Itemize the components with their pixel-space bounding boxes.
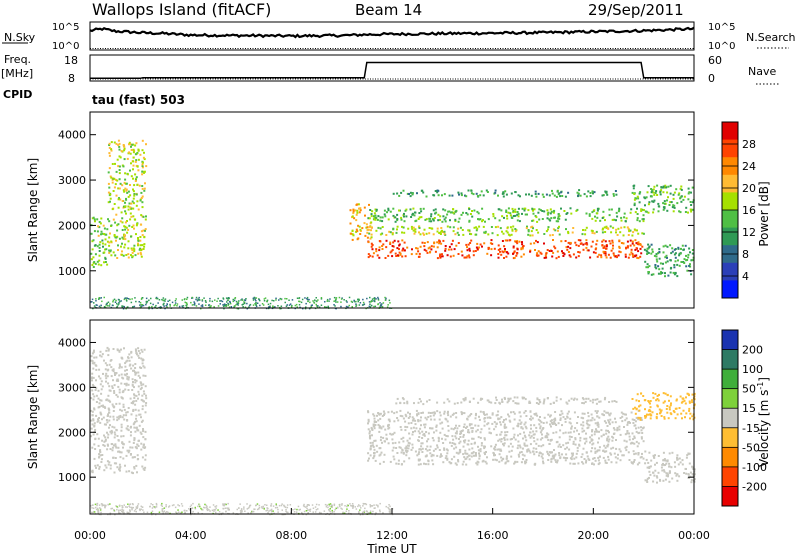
- noise-panel: N.Sky 10^5 10^0 10^5 10^0 N.Search: [2, 21, 796, 52]
- colorbar-segment: [722, 466, 738, 487]
- colorbar-tick-label: 50: [742, 383, 756, 396]
- cpid-text: tau (fast) 503: [92, 93, 185, 107]
- date-title: 29/Sep/2011: [588, 1, 684, 19]
- colorbar-segment: [722, 262, 738, 281]
- station-title: Wallops Island (fitACF): [92, 0, 271, 19]
- y-tick-label: 2000: [58, 426, 86, 439]
- colorbar-tick-label: 20: [742, 182, 756, 195]
- nave-tick-top: 60: [708, 54, 722, 67]
- velocity-colorbar-label: Velocity [m s-1]: [756, 377, 771, 467]
- colorbar-tick-label: 12: [742, 226, 756, 239]
- colorbar-tick-label: 100: [742, 363, 763, 376]
- colorbar-segment: [722, 427, 738, 448]
- colorbar-segment: [722, 139, 738, 158]
- y-tick-label: 1000: [58, 471, 86, 484]
- velocity-y-label: Slant Range [km]: [26, 365, 40, 469]
- y-tick-label: 2000: [58, 219, 86, 232]
- colorbar-segment: [722, 369, 738, 390]
- y-tick-label: 4000: [58, 129, 86, 142]
- colorbar-segment: [722, 486, 738, 507]
- colorbar-segment: [722, 280, 738, 299]
- velocity-colorbar: 200 100 50 15 -15 -50 -100 -200 Velocity [m s-1…: [721, 329, 771, 507]
- freq-tick-bottom: 8: [68, 72, 75, 85]
- colorbar-segment: [722, 408, 738, 429]
- velocity-scatter: [90, 346, 696, 516]
- colorbar-tick-label: 8: [742, 248, 749, 261]
- freq-unit-label: [MHz]: [1, 67, 33, 80]
- svg-text:Velocity [m s-1]: Velocity [m s-1]: [756, 377, 771, 467]
- freq-label: Freq.: [4, 53, 31, 66]
- noise-left-tick-bottom: 10^0: [52, 41, 79, 52]
- y-tick-label: 3000: [58, 381, 86, 394]
- colorbar-tick-label: -15: [742, 422, 760, 435]
- noise-right-tick-bottom: 10^0: [708, 41, 735, 52]
- x-tick-label: 00:00: [74, 529, 106, 542]
- power-scatter: [90, 139, 695, 310]
- power-y-axis: 1000 2000 3000 4000: [58, 129, 694, 278]
- time-x-axis: 00:00 04:00 08:00 12:00 16:00 20:00 00:00: [74, 508, 710, 542]
- noise-right-label: N.Search: [746, 31, 796, 44]
- x-tick-label: 00:00: [678, 529, 710, 542]
- time-x-label: Time UT: [366, 542, 417, 554]
- colorbar-tick-label: 16: [742, 204, 756, 217]
- colorbar-tick-label: 24: [742, 160, 756, 173]
- frequency-panel: Freq. [MHz] CPID 18 8 60 0 Nave: [1, 53, 780, 101]
- colorbar-tick-label: -200: [742, 480, 767, 493]
- freq-tick-top: 18: [64, 54, 78, 67]
- nave-label: Nave: [748, 65, 776, 78]
- colorbar-segment: [722, 447, 738, 468]
- colorbar-segment: [722, 192, 738, 211]
- x-tick-label: 20:00: [577, 529, 609, 542]
- x-tick-label: 12:00: [376, 529, 408, 542]
- power-colorbar: 28 24 20 16 12 8 4 Power [dB]: [721, 121, 771, 299]
- y-tick-label: 3000: [58, 174, 86, 187]
- colorbar-segment: [722, 349, 738, 370]
- cpid-label: CPID: [3, 88, 32, 101]
- colorbar-tick-label: 28: [742, 138, 756, 151]
- noise-left-tick-top: 10^5: [52, 22, 79, 33]
- colorbar-tick-label: -50: [742, 441, 760, 454]
- colorbar-tick-label: 4: [742, 270, 749, 283]
- velocity-y-axis: 1000 2000 3000 4000: [58, 336, 694, 484]
- noise-right-tick-top: 10^5: [708, 22, 735, 33]
- colorbar-segment: [722, 227, 738, 246]
- colorbar-tick-label: 200: [742, 344, 763, 357]
- colorbar-tick-label: -100: [742, 461, 767, 474]
- y-tick-label: 1000: [58, 265, 86, 278]
- colorbar-segment: [722, 122, 738, 141]
- colorbar-segment: [722, 210, 738, 229]
- power-y-label: Slant Range [km]: [26, 158, 40, 262]
- noise-sky-line: [89, 26, 695, 39]
- colorbar-segment: [722, 388, 738, 409]
- x-tick-label: 16:00: [477, 529, 509, 542]
- y-tick-label: 4000: [58, 336, 86, 349]
- nave-tick-bottom: 0: [708, 72, 715, 85]
- x-tick-label: 04:00: [175, 529, 207, 542]
- colorbar-segment: [722, 330, 738, 351]
- noise-left-label: N.Sky: [4, 31, 36, 44]
- x-tick-label: 08:00: [275, 529, 307, 542]
- power-colorbar-label: Power [dB]: [757, 181, 771, 246]
- velocity-panel: 1000 2000 3000 4000 00:00 04:00 08:00 12:00 16:…: [26, 319, 710, 554]
- beam-title: Beam 14: [355, 1, 422, 19]
- frequency-line: [90, 61, 694, 80]
- colorbar-segment: [722, 174, 738, 193]
- colorbar-tick-label: 15: [742, 402, 756, 415]
- power-panel: 1000 2000 3000 4000 Slant Range [km]: [26, 111, 695, 310]
